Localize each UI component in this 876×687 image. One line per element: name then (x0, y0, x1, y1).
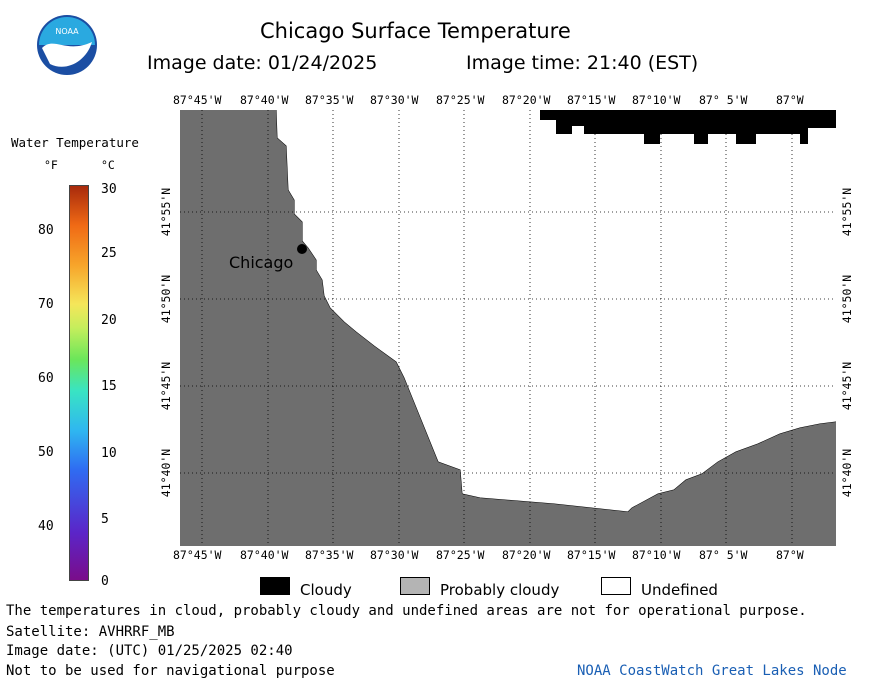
city-label: Chicago (229, 253, 294, 272)
image-date: Image date: 01/24/2025 (147, 52, 378, 74)
lon-label-bottom: 87°40'W (240, 548, 289, 562)
lon-label-top: 87°10'W (632, 93, 681, 107)
lat-label-left: 41°45'N (159, 361, 174, 411)
colorbar-unit-c: °C (101, 158, 115, 172)
c-tick: 20 (101, 313, 117, 328)
nav-warning: Not to be used for navigational purpose (6, 663, 335, 679)
logo-text: NOAA (55, 27, 79, 36)
utc-date: Image date: (UTC) 01/25/2025 02:40 (6, 643, 293, 659)
f-tick: 40 (38, 519, 54, 534)
noaa-logo: NOAA (37, 15, 97, 75)
legend-swatch-cloudy (260, 577, 290, 595)
temperature-map (180, 110, 836, 546)
chicago-marker (297, 244, 307, 254)
lon-label-top: 87°30'W (370, 93, 419, 107)
lon-label-top: 87°15'W (567, 93, 616, 107)
lat-label-right: 41°50'N (840, 274, 855, 324)
legend-label-probably-cloudy: Probably cloudy (440, 581, 560, 599)
operational-note: The temperatures in cloud, probably clou… (6, 603, 807, 619)
credit-link[interactable]: NOAA CoastWatch Great Lakes Node (577, 663, 847, 679)
lon-label-top: 87°W (776, 93, 804, 107)
lon-label-top: 87°20'W (502, 93, 551, 107)
lon-label-bottom: 87°10'W (632, 548, 681, 562)
c-tick: 10 (101, 446, 117, 461)
image-time: Image time: 21:40 (EST) (466, 52, 699, 74)
c-tick: 5 (101, 512, 109, 527)
lon-label-top: 87°35'W (305, 93, 354, 107)
lat-label-left: 41°40'N (159, 448, 174, 498)
f-tick: 50 (38, 445, 54, 460)
lon-label-bottom: 87° 5'W (699, 548, 748, 562)
f-tick: 70 (38, 297, 54, 312)
lon-label-bottom: 87°25'W (436, 548, 485, 562)
f-tick: 80 (38, 223, 54, 238)
c-tick: 15 (101, 379, 117, 394)
page-title: Chicago Surface Temperature (260, 19, 571, 43)
c-tick: 25 (101, 246, 117, 261)
colorbar-title: Water Temperature (11, 135, 139, 150)
lat-label-left: 41°50'N (159, 274, 174, 324)
legend-swatch-probably-cloudy (400, 577, 430, 595)
lon-label-bottom: 87°W (776, 548, 804, 562)
lon-label-bottom: 87°20'W (502, 548, 551, 562)
lat-label-right: 41°40'N (840, 448, 855, 498)
lat-label-right: 41°55'N (840, 187, 855, 237)
lon-label-top: 87° 5'W (699, 93, 748, 107)
lon-label-top: 87°45'W (173, 93, 222, 107)
lon-label-bottom: 87°35'W (305, 548, 354, 562)
lat-label-left: 41°55'N (159, 187, 174, 237)
temperature-colorbar (69, 185, 89, 581)
lat-label-right: 41°45'N (840, 361, 855, 411)
c-tick: 0 (101, 574, 109, 589)
legend-label-cloudy: Cloudy (300, 581, 352, 599)
legend-swatch-undefined (601, 577, 631, 595)
lat-lon-grid (180, 110, 836, 546)
c-tick: 30 (101, 182, 117, 197)
lon-label-bottom: 87°30'W (370, 548, 419, 562)
lon-label-bottom: 87°15'W (567, 548, 616, 562)
f-tick: 60 (38, 371, 54, 386)
lon-label-top: 87°25'W (436, 93, 485, 107)
legend-label-undefined: Undefined (641, 581, 718, 599)
cloud-area (540, 110, 836, 144)
lon-label-top: 87°40'W (240, 93, 289, 107)
lon-label-bottom: 87°45'W (173, 548, 222, 562)
colorbar-unit-f: °F (44, 158, 58, 172)
satellite-info: Satellite: AVHRRF_MB (6, 624, 175, 640)
